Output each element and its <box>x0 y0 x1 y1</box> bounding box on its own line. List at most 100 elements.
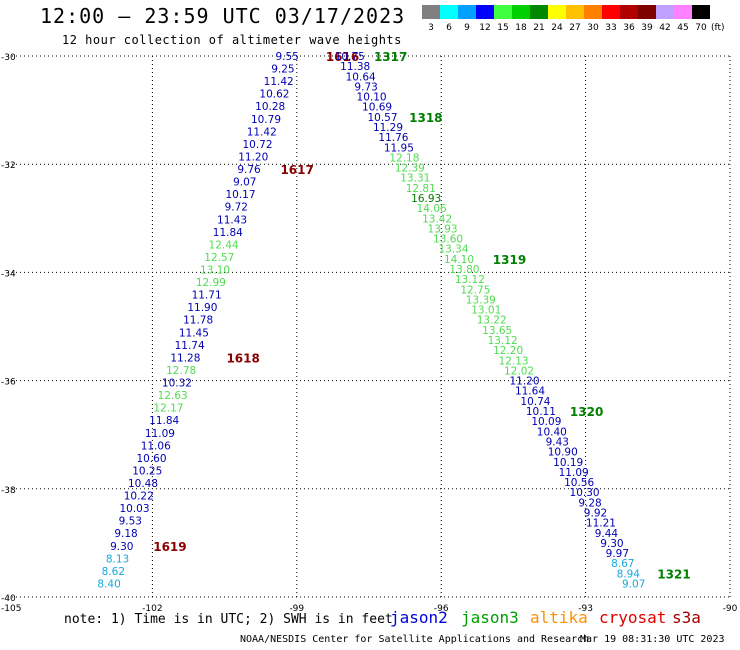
swh-value-label: 8.94 <box>617 568 641 580</box>
swh-value-label: 9.30 <box>600 538 623 550</box>
swh-value-label: 11.20 <box>238 151 268 163</box>
swh-value-label: 13.10 <box>200 265 230 277</box>
swh-value-label: 9.55 <box>275 51 298 63</box>
swh-value-label: 13.93 <box>428 223 458 235</box>
y-tick-label: -34 <box>1 269 16 279</box>
swh-value-label: 10.64 <box>346 71 376 83</box>
swh-value-label: 9.25 <box>271 64 294 76</box>
swh-value-label: 9.44 <box>595 528 619 540</box>
swh-value-label: 10.48 <box>128 478 158 490</box>
swh-value-label: 13.42 <box>422 213 452 225</box>
scale-label: 9 <box>464 23 470 33</box>
scale-swatch <box>458 5 476 19</box>
scale-label: 36 <box>623 23 635 33</box>
scale-label: 33 <box>605 23 617 33</box>
swh-value-label: 13.12 <box>455 274 485 286</box>
pass-time-label: 1320 <box>570 405 603 419</box>
swh-value-label: 11.78 <box>183 315 213 327</box>
chart-title: 12:00 – 23:59 UTC 03/17/2023 <box>40 4 406 28</box>
swh-value-label: 10.90 <box>548 447 578 459</box>
y-tick-label: -32 <box>1 161 16 171</box>
scale-swatch <box>512 5 530 19</box>
x-corner-label: -105 <box>1 604 21 614</box>
swh-value-label: 11.74 <box>175 340 205 352</box>
swh-value-label: 10.72 <box>242 139 272 151</box>
swh-value-label: 9.18 <box>114 528 137 540</box>
scale-swatch <box>584 5 602 19</box>
scale-label: 15 <box>497 23 509 33</box>
swh-value-label: 12.78 <box>166 365 196 377</box>
swh-value-label: 10.09 <box>531 416 561 428</box>
scale-label: 27 <box>569 23 581 33</box>
swh-value-label: 10.19 <box>553 457 583 469</box>
swh-value-label: 11.09 <box>559 467 589 479</box>
swh-value-label: 10.32 <box>162 378 192 390</box>
swh-value-label: 10.11 <box>526 406 556 418</box>
x-tick-label: -96 <box>434 604 449 614</box>
x-tick-label: -99 <box>289 604 304 614</box>
swh-value-label: 9.30 <box>110 541 133 553</box>
scale-swatch <box>620 5 638 19</box>
swh-value-label: 9.97 <box>606 548 629 560</box>
scale-label: 6 <box>446 23 452 33</box>
swh-value-label: 14.10 <box>444 254 474 266</box>
y-tick-label: -36 <box>1 378 16 388</box>
pass-time-label: 1318 <box>409 111 442 125</box>
scale-label: 30 <box>587 23 599 33</box>
swh-value-label: 10.79 <box>251 114 281 126</box>
swh-value-label: 10.40 <box>537 426 567 438</box>
swh-value-label: 11.21 <box>586 518 616 530</box>
swh-value-label: 12.57 <box>204 252 234 264</box>
swh-value-label: 9.43 <box>546 436 569 448</box>
swh-value-label: 9.28 <box>578 497 601 509</box>
swh-value-label: 12.39 <box>395 163 425 175</box>
swh-value-label: 11.06 <box>141 440 171 452</box>
scale-label: 21 <box>533 23 545 33</box>
scale-swatch <box>530 5 548 19</box>
swh-value-label: 8.62 <box>102 566 125 578</box>
y-tick-label: -38 <box>1 486 16 496</box>
swh-value-label: 10.28 <box>255 101 285 113</box>
scale-label: 18 <box>515 23 527 33</box>
legend-altika: altika <box>530 608 588 627</box>
swh-value-label: 11.09 <box>145 428 175 440</box>
swh-value-label: 11.29 <box>373 122 403 134</box>
swh-value-label: 12.17 <box>153 403 183 415</box>
y-tick-label: -40 <box>1 594 16 604</box>
scale-swatch <box>692 5 710 19</box>
scale-swatch <box>674 5 692 19</box>
swh-value-label: 12.20 <box>493 345 523 357</box>
scale-swatch <box>494 5 512 19</box>
swh-value-label: 13.22 <box>477 315 507 327</box>
swh-value-label: 13.39 <box>466 294 496 306</box>
legend-jason3: jason3 <box>461 608 519 627</box>
swh-value-label: 10.22 <box>124 491 154 503</box>
swh-value-label: 12.81 <box>406 183 436 195</box>
swh-value-label: 11.45 <box>179 327 209 339</box>
footer-generated-time: Mar 19 08:31:30 UTC 2023 <box>580 634 725 645</box>
scale-label: 70 <box>695 23 707 33</box>
y-tick-label: -30 <box>1 53 16 63</box>
swh-value-label: 11.20 <box>509 376 539 388</box>
scale-label: 45 <box>677 23 689 33</box>
x-tick-label: -90 <box>723 604 738 614</box>
swh-value-label: 9.07 <box>622 578 645 590</box>
swh-value-label: 8.13 <box>106 553 129 565</box>
swh-value-label: 12.75 <box>460 284 490 296</box>
pass-time-label: 1617 <box>280 163 313 177</box>
swh-value-label: 12.44 <box>209 239 239 251</box>
swh-value-label: 9.92 <box>584 507 607 519</box>
pass-time-label: 1618 <box>226 351 259 365</box>
swh-value-label: 11.84 <box>149 415 179 427</box>
legend-jason2: jason2 <box>390 608 448 627</box>
swh-value-label: 10.03 <box>119 503 149 515</box>
footer-note: note: 1) Time is in UTC; 2) SWH is in fe… <box>64 612 393 627</box>
swh-value-label: 8.67 <box>611 558 634 570</box>
scale-swatch <box>548 5 566 19</box>
scale-label: 3 <box>428 23 434 33</box>
scale-swatch <box>566 5 584 19</box>
swh-value-label: 9.07 <box>233 177 256 189</box>
swh-value-label: 11.38 <box>340 61 370 73</box>
footer-credit: NOAA/NESDIS Center for Satellite Applica… <box>240 634 590 645</box>
